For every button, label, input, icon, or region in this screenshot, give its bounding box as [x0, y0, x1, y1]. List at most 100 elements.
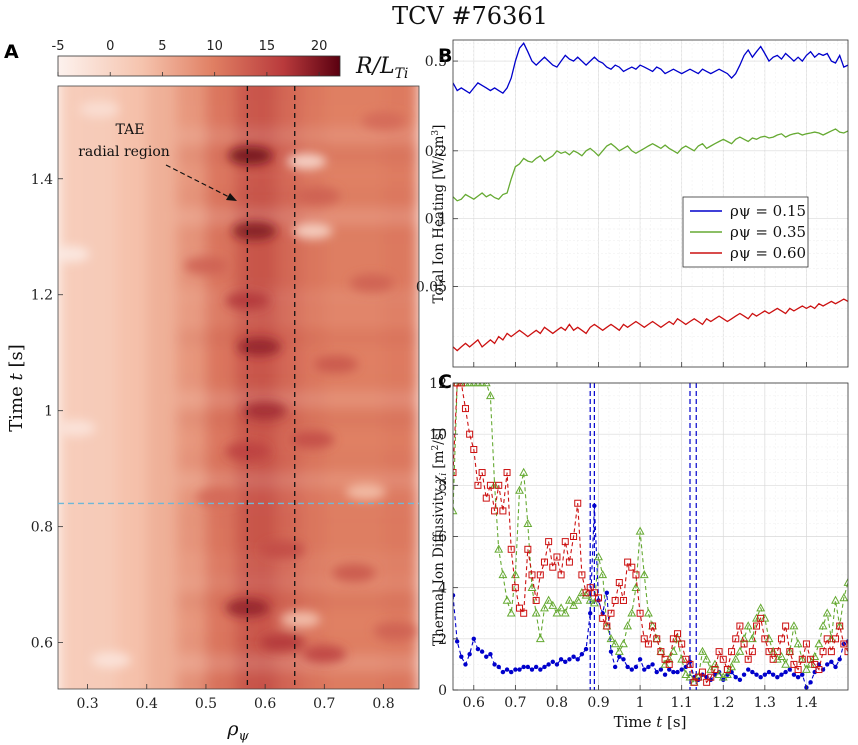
- data-point-035: [635, 526, 645, 535]
- data-point-060: [636, 609, 644, 617]
- heatmap-hot-spot: [331, 564, 376, 583]
- data-point-035: [718, 672, 728, 681]
- data-point-060: [786, 648, 794, 656]
- data-point-060: [707, 673, 715, 681]
- heatmap-band: [324, 86, 355, 689]
- data-point-035: [494, 544, 504, 553]
- data-point-035: [531, 608, 541, 617]
- y-tick-label: 6: [438, 530, 447, 546]
- data-point-060: [511, 584, 519, 592]
- data-point-060: [478, 469, 486, 477]
- data-point-035: [698, 646, 707, 655]
- data-point-015: [592, 503, 597, 508]
- data-point-060: [827, 648, 835, 656]
- series-line-035: [453, 128, 848, 202]
- heatmap-streak: [176, 170, 419, 182]
- heatmap-hot-spot: [183, 256, 228, 275]
- data-point-015: [829, 659, 834, 665]
- panel-letter-b: B: [438, 45, 452, 67]
- heatmap-streak: [176, 332, 419, 345]
- data-point-060: [740, 640, 748, 648]
- data-point-060: [844, 648, 848, 656]
- data-point-060: [461, 405, 469, 413]
- heatmap-cold-spot: [58, 420, 96, 437]
- data-point-060: [495, 481, 503, 489]
- data-point-035: [668, 646, 678, 655]
- heatmap-hot-spot: [373, 622, 418, 641]
- data-point-035: [465, 383, 475, 387]
- annotation-tae: TAE: [116, 122, 145, 138]
- data-point-060: [578, 571, 586, 579]
- data-point-060: [570, 533, 578, 540]
- data-point-060: [678, 640, 686, 648]
- data-point-060: [457, 383, 465, 387]
- data-point-035: [510, 570, 520, 579]
- data-point-060: [657, 648, 665, 656]
- data-point-015: [453, 593, 456, 598]
- data-point-015: [791, 672, 797, 677]
- data-point-035: [506, 608, 516, 617]
- data-point-015: [479, 649, 485, 654]
- data-point-060: [669, 635, 677, 643]
- data-point-015: [488, 651, 493, 657]
- data-point-035: [606, 633, 616, 643]
- data-point-060: [790, 660, 798, 668]
- data-point-015: [642, 667, 647, 672]
- data-point-015: [621, 657, 626, 662]
- data-point-060: [599, 614, 607, 622]
- data-point-015: [563, 659, 568, 665]
- data-point-015: [612, 664, 618, 670]
- data-point-015: [484, 654, 489, 659]
- data-point-015: [650, 662, 655, 667]
- data-point-035: [569, 600, 579, 609]
- panel-b-heating: 0.050.10.20.5 Total Ion Heating [W/cm3] …: [416, 39, 849, 368]
- heatmap-streak: [176, 575, 419, 588]
- heatmap-hot-spot: [225, 598, 270, 617]
- data-point-060: [503, 469, 511, 477]
- data-point-035: [826, 633, 836, 643]
- heatmap-cold-spot: [79, 101, 120, 118]
- y-tick-label: 0.6: [31, 636, 53, 652]
- data-point-035: [760, 613, 770, 622]
- data-point-060: [802, 640, 810, 648]
- data-point-060: [561, 538, 569, 546]
- data-point-035: [614, 646, 624, 655]
- x-tick-label: 0.7: [313, 696, 335, 712]
- heatmap-band: [353, 86, 385, 689]
- y-tick-label: 0.2: [425, 144, 447, 160]
- data-point-060: [753, 622, 761, 630]
- data-point-035: [843, 577, 848, 586]
- data-point-060: [653, 635, 661, 643]
- data-point-060: [723, 666, 731, 674]
- data-point-060: [628, 563, 636, 571]
- heatmap-cold-spot: [286, 153, 327, 170]
- data-point-060: [499, 507, 507, 515]
- data-point-060: [574, 499, 582, 507]
- data-point-060: [765, 648, 773, 656]
- heatmap-hot-spot: [260, 633, 305, 652]
- heatmap-cold-spot: [58, 246, 90, 263]
- data-point-060: [777, 635, 785, 643]
- data-point-035: [702, 654, 712, 663]
- heatmap-streak: [176, 373, 419, 385]
- x-tick-label: 0.3: [76, 696, 98, 712]
- data-point-015: [825, 662, 830, 667]
- data-point-015: [741, 672, 747, 677]
- y-tick-label: 0.8: [31, 520, 53, 536]
- data-point-060: [640, 635, 648, 643]
- data-point-060: [761, 635, 769, 643]
- data-point-060: [728, 648, 736, 656]
- data-point-035: [544, 595, 554, 604]
- data-point-060: [553, 553, 561, 561]
- panel-a-ylabel: Time t [s]: [6, 344, 27, 431]
- colorbar-tick-label: 5: [158, 39, 166, 54]
- data-point-015: [625, 664, 630, 670]
- data-point-015: [471, 636, 476, 642]
- data-point-060: [649, 622, 657, 630]
- colorbar-tick-label: -5: [52, 39, 65, 54]
- data-point-060: [794, 666, 802, 674]
- data-point-060: [466, 430, 474, 438]
- data-point-035: [839, 593, 848, 602]
- data-point-035: [764, 633, 774, 643]
- heatmap-cold-spot: [280, 611, 321, 628]
